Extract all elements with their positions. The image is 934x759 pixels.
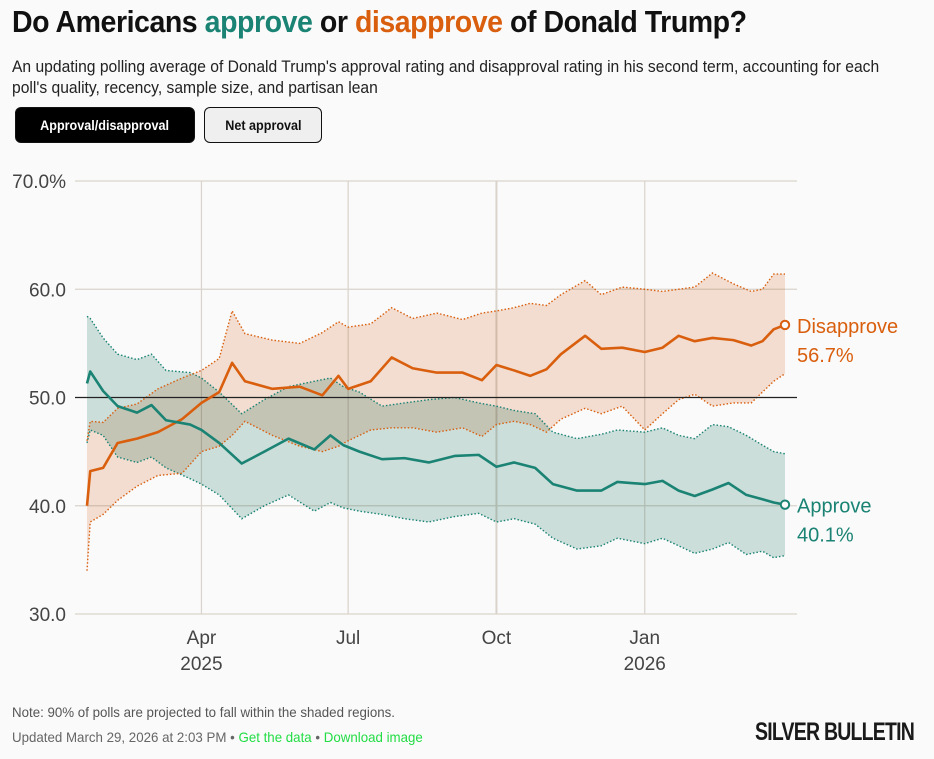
approve-line [85,370,786,506]
y-tick-label: 70.0% [12,172,66,193]
x-tick-year-label: 2026 [624,654,666,675]
disapprove-series-label: Disapprove [797,316,898,338]
x-tick-label: Jan [629,628,660,649]
silver-bulletin-logo: SILVER BULLETIN [755,718,915,746]
approve-final-value: 40.1% [797,525,854,547]
page-subtitle: An updating polling average of Donald Tr… [12,57,880,97]
disapprove-final-value: 56.7% [797,345,854,367]
updated-timestamp: Updated March 29, 2026 at 2:03 PM [12,729,227,745]
title-post: of Donald Trump? [502,4,747,39]
y-tick-label: 50.0 [29,389,66,410]
title-approve: approve [204,4,313,39]
net-approval-label: Net approval [224,117,302,133]
x-tick-label: Jul [336,628,360,649]
x-tick-label: Apr [187,628,217,649]
approval-disapproval-label: Approval/disapproval [40,117,170,133]
update-line: Updated March 29, 2026 at 2:03 PM • Get … [12,729,423,745]
footnote: Note: 90% of polls are projected to fall… [12,704,395,720]
approve-band [87,316,785,558]
download-image-link[interactable]: Download image [323,729,423,745]
approve-end-marker [779,499,791,510]
disapprove-line [85,323,786,506]
separator-2: • [311,729,324,745]
y-tick-label: 30.0 [29,605,66,626]
approval-chart: 70.0% 60.0 50.0 40.0 30.0 Apr 2025 Jul Oct Jan 202… [12,172,898,675]
end-label-layer: Disapprove 56.7% Approve 40.1% [779,316,898,547]
line-layer [85,323,786,506]
approve-upper-bound [86,315,786,455]
approve-series-label: Approve [797,496,872,518]
disapprove-end-marker [779,319,791,331]
tick-layer: 70.0% 60.0 50.0 40.0 30.0 Apr 2025 Jul Oct Jan 202… [12,172,666,675]
page-title: Do Americans approve or disapprove of Do… [12,4,747,40]
y-tick-label: 60.0 [29,280,66,301]
approval-disapproval-toggle[interactable]: Approval/disapproval [15,107,195,143]
separator-1: • [226,729,239,745]
y-tick-label: 40.0 [29,497,66,518]
get-data-link[interactable]: Get the data [238,729,312,745]
title-mid: or [312,4,355,39]
x-tick-label: Oct [482,628,512,649]
x-tick-year-label: 2025 [180,654,222,675]
title-disapprove: disapprove [354,4,503,39]
title-pre: Do Americans [12,4,205,39]
net-approval-toggle[interactable]: Net approval [204,107,322,143]
approve-lower-bound [86,429,786,559]
band-layer [87,273,785,571]
